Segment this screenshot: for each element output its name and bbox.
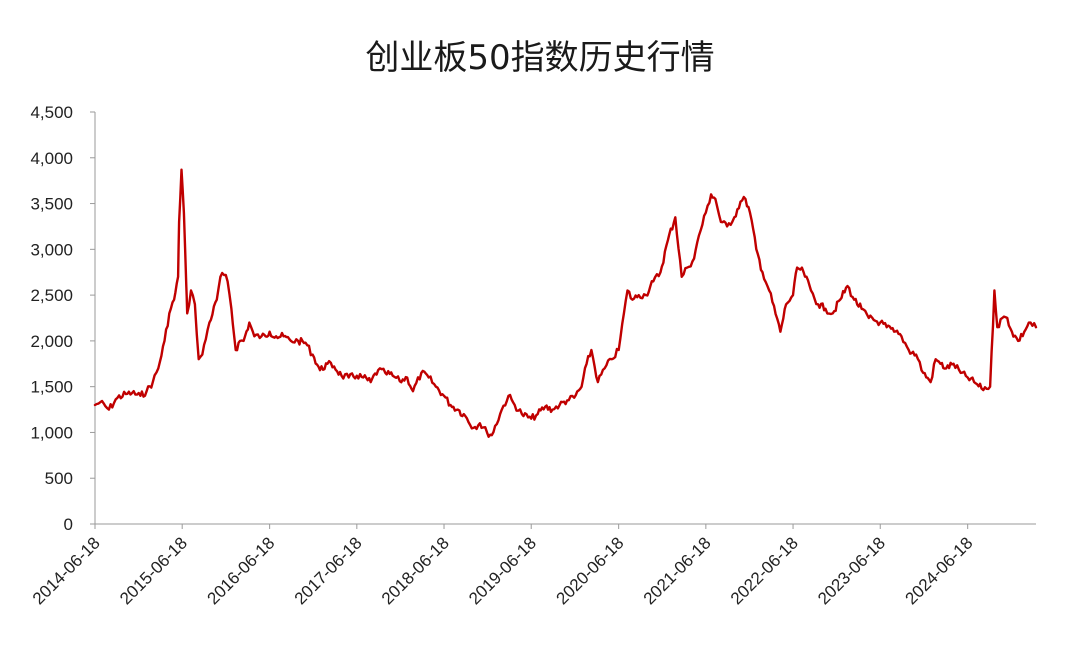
x-axis: 2014-06-18 2015-06-18 2016-06-18 2017-06-18… bbox=[29, 523, 1036, 608]
x-tick-label: 2021-06-18 bbox=[640, 533, 715, 608]
x-tick-label: 2015-06-18 bbox=[116, 533, 191, 608]
series-layer bbox=[93, 168, 1038, 438]
chart-title: 创业板50指数历史行情 bbox=[365, 38, 715, 78]
x-tick-label: 2023-06-18 bbox=[814, 533, 889, 608]
x-tick-label: 2017-06-18 bbox=[291, 533, 366, 608]
x-tick-label: 2016-06-18 bbox=[204, 533, 279, 608]
y-tick-label: 3,000 bbox=[30, 240, 73, 259]
y-tick-label: 2,000 bbox=[30, 332, 73, 351]
x-tick-label: 2018-06-18 bbox=[378, 533, 453, 608]
y-tick-label: 1,500 bbox=[30, 378, 73, 397]
x-tick-label: 2014-06-18 bbox=[29, 533, 104, 608]
y-tick-label: 4,000 bbox=[30, 149, 73, 168]
x-tick-label: 2022-06-18 bbox=[727, 533, 802, 608]
y-axis: 0 500 1,000 1,500 2,000 2,500 3,000 3,500 4,000 4… bbox=[30, 103, 96, 534]
y-tick-label: 0 bbox=[64, 515, 73, 534]
series-line bbox=[93, 168, 1038, 438]
x-tick-label: 2024-06-18 bbox=[902, 533, 977, 608]
x-tick-label: 2020-06-18 bbox=[553, 533, 628, 608]
y-tick-label: 500 bbox=[45, 469, 73, 488]
y-tick-label: 2,500 bbox=[30, 286, 73, 305]
y-tick-label: 1,000 bbox=[30, 423, 73, 442]
y-tick-label: 3,500 bbox=[30, 195, 73, 214]
y-tick-label: 4,500 bbox=[30, 103, 73, 122]
x-tick-label: 2019-06-18 bbox=[465, 533, 540, 608]
